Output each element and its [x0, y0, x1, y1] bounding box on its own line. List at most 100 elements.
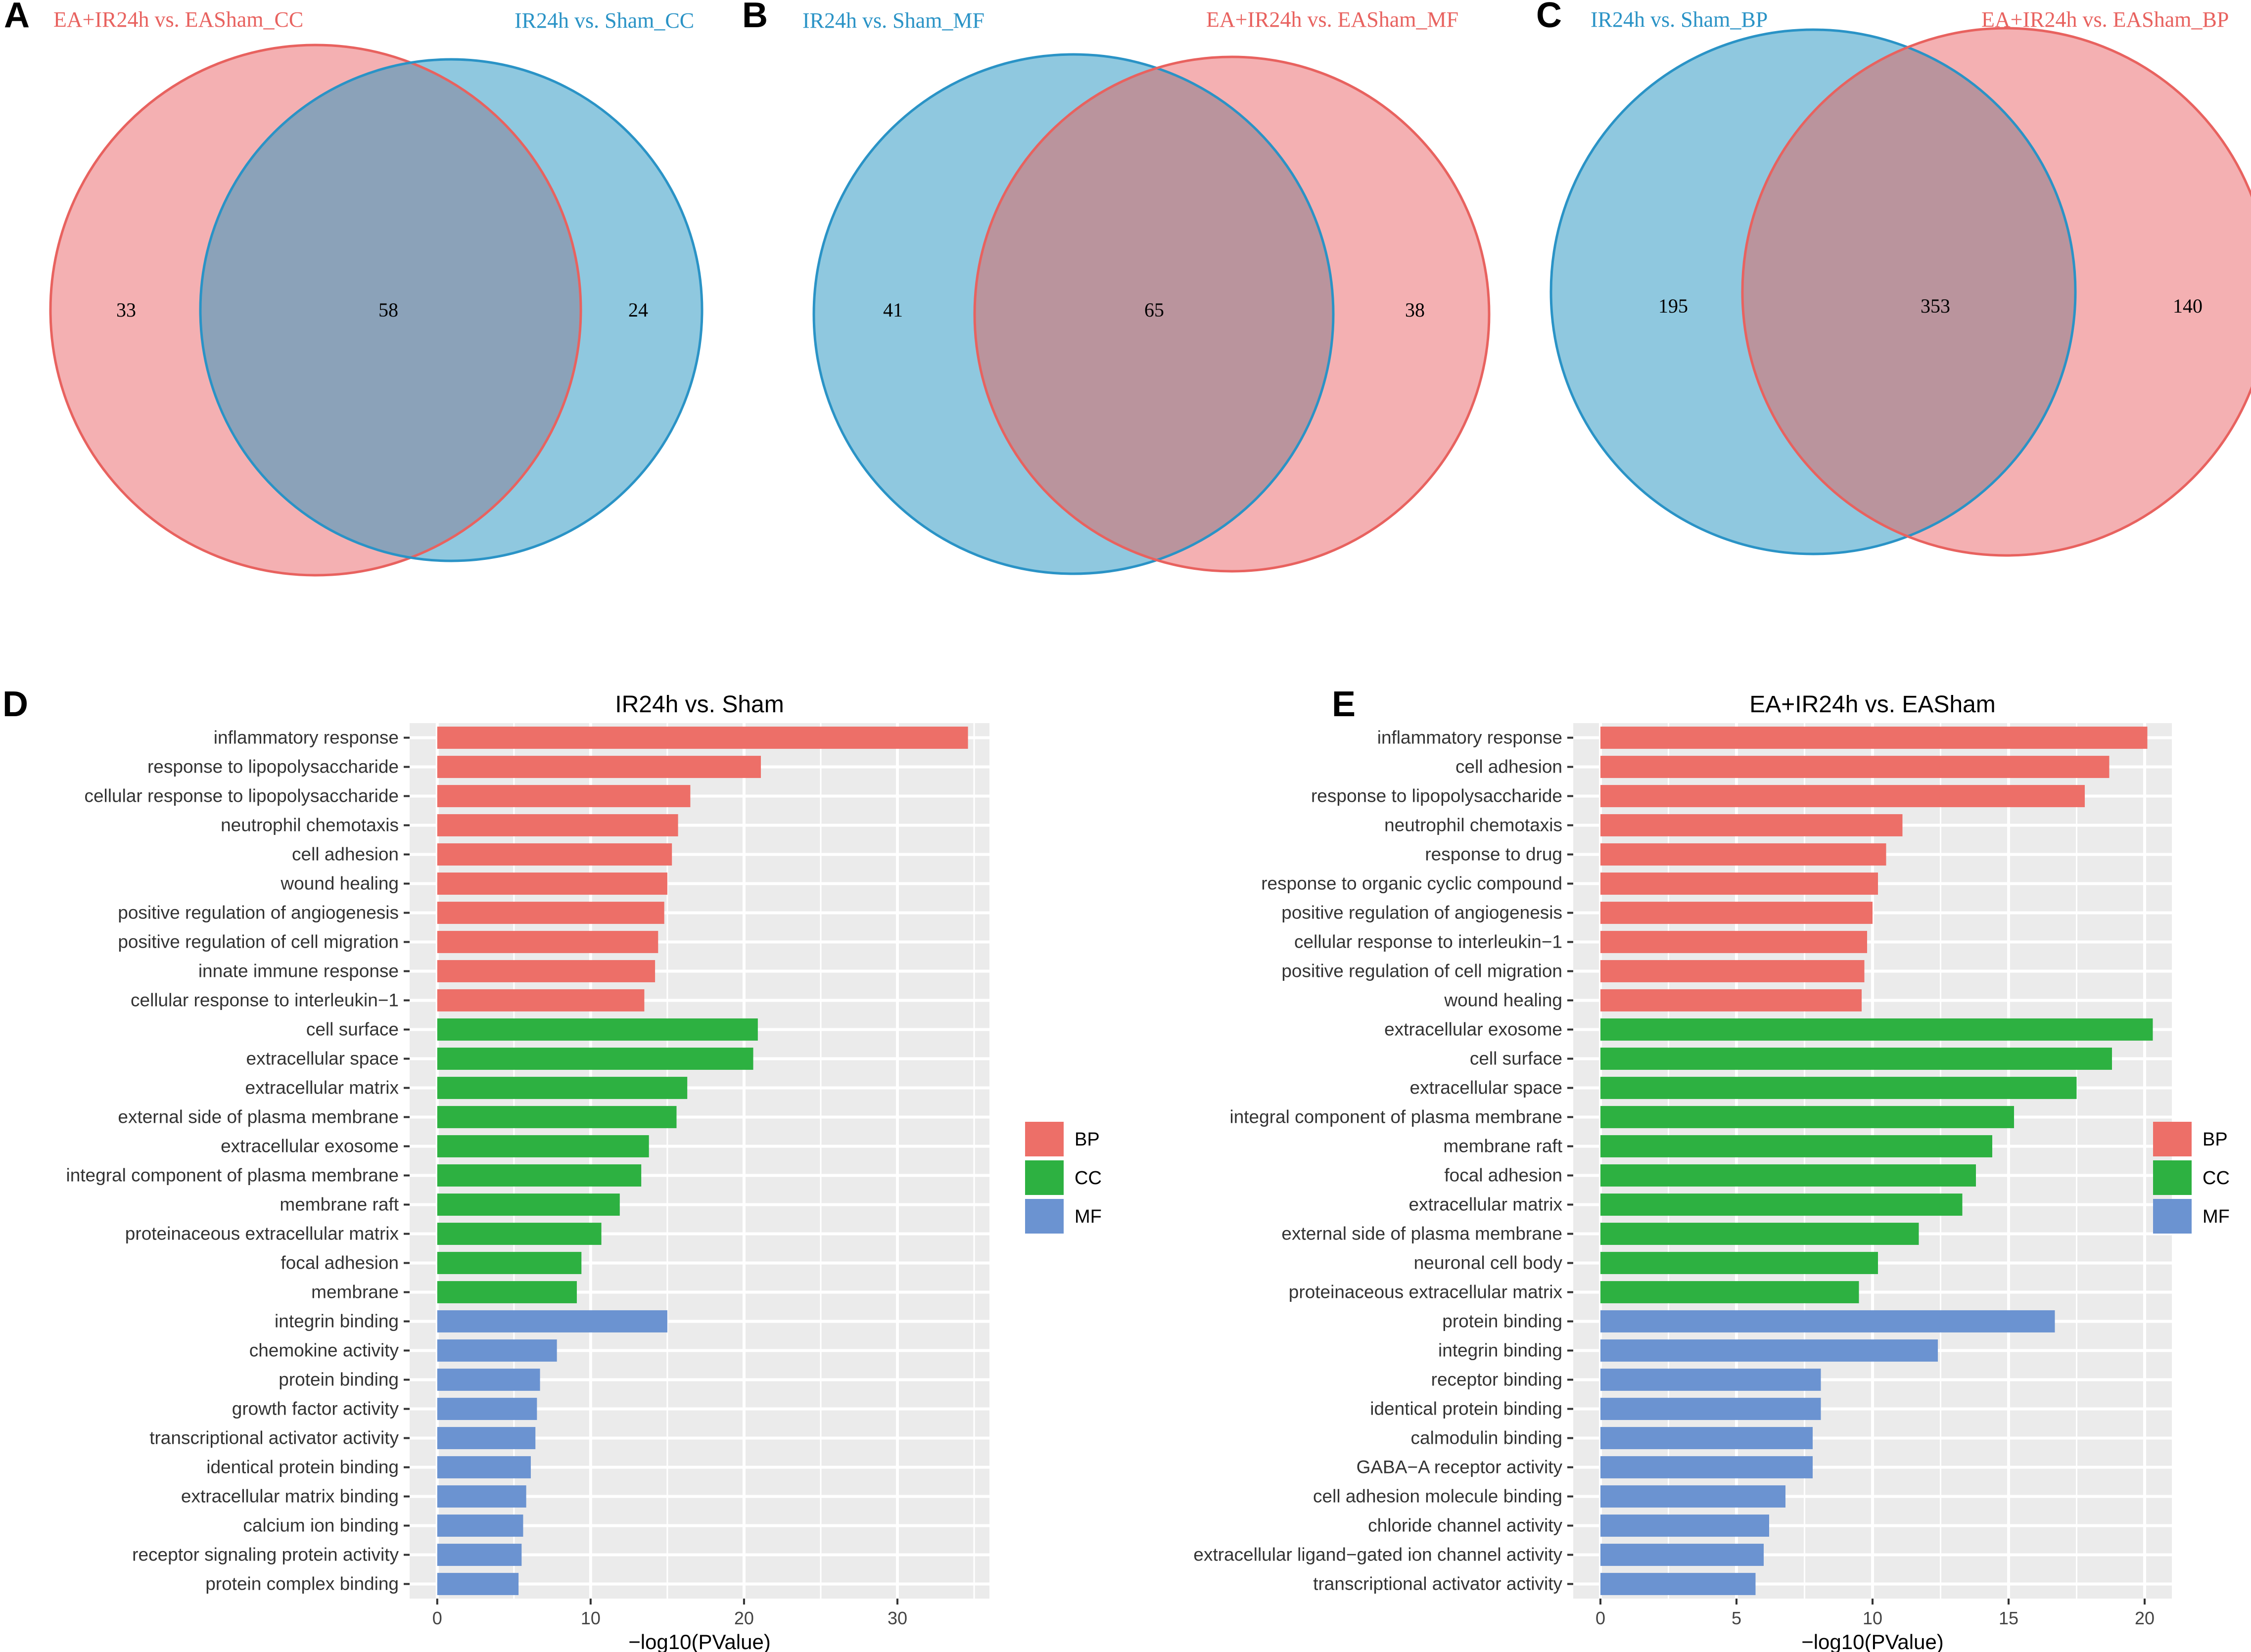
category-label: neutrophil chemotaxis: [1384, 815, 1562, 835]
category-label: positive regulation of angiogenesis: [1281, 903, 1562, 923]
category-label: extracellular matrix: [1409, 1194, 1563, 1215]
category-label: integrin binding: [275, 1311, 399, 1331]
venn-panel-a: A EA+IR24h vs. EASham_CC IR24h vs. Sham_…: [4, 0, 703, 577]
bar: [1600, 1164, 1976, 1187]
bar: [1600, 1223, 1919, 1245]
bar: [437, 1339, 557, 1362]
bar: [1600, 1310, 2055, 1332]
category-label: identical protein binding: [1370, 1399, 1562, 1419]
legend-label-bp: BP: [1075, 1129, 1100, 1150]
x-tick-label: 15: [1999, 1608, 2018, 1628]
category-label: cell surface: [306, 1019, 399, 1040]
venn-panel-b: B IR24h vs. Sham_MF EA+IR24h vs. EASham_…: [742, 0, 1491, 575]
category-label: neutrophil chemotaxis: [221, 815, 399, 835]
x-tick-label: 10: [1863, 1608, 1882, 1628]
venn-set-label-c-left: IR24h vs. Sham_BP: [1591, 7, 1768, 32]
venn-set-label-b-left: IR24h vs. Sham_MF: [802, 8, 985, 33]
venn-count-a-overlap: 58: [378, 299, 398, 321]
category-label: receptor binding: [1431, 1370, 1562, 1390]
bar: [437, 872, 667, 895]
bar: [437, 1106, 677, 1128]
bar: [437, 1048, 753, 1070]
category-label: response to lipopolysaccharide: [1311, 786, 1562, 806]
bar: [437, 814, 678, 836]
venn-count-b-right: 38: [1405, 299, 1425, 321]
bar: [1600, 1135, 1992, 1157]
bar: [437, 1310, 667, 1332]
bar: [1600, 989, 1862, 1011]
bar: [437, 1135, 649, 1157]
category-label: extracellular exosome: [221, 1136, 399, 1156]
bar: [1600, 1398, 1821, 1420]
category-label: extracellular space: [1410, 1078, 1562, 1098]
venn-outline-a-right: [199, 58, 703, 562]
venn-set-label-c-right: EA+IR24h vs. EASham_BP: [1981, 7, 2229, 32]
legend-label-cc: CC: [2203, 1168, 2230, 1189]
category-label: membrane raft: [280, 1194, 399, 1215]
bar: [1600, 931, 1867, 953]
legend-swatch-mf: [2153, 1199, 2192, 1234]
category-label: protein binding: [1442, 1311, 1562, 1331]
chart-title: IR24h vs. Sham: [615, 691, 784, 718]
panel-letter-b: B: [742, 0, 768, 35]
bar: [437, 1573, 519, 1595]
category-label: transcriptional activator activity: [1313, 1574, 1562, 1594]
venn-set-label-a-right: IR24h vs. Sham_CC: [515, 8, 694, 33]
x-tick-label: 20: [734, 1608, 754, 1628]
bar: [437, 756, 761, 778]
bar: [437, 931, 658, 953]
category-label: identical protein binding: [206, 1457, 399, 1477]
category-label: positive regulation of cell migration: [118, 932, 399, 952]
venn-count-c-overlap: 353: [1921, 295, 1950, 317]
x-tick-label: 0: [432, 1608, 442, 1628]
category-label: cellular response to interleukin−1: [131, 990, 399, 1010]
legend-swatch-cc: [2153, 1160, 2192, 1195]
bar: [1600, 1573, 1756, 1595]
x-tick-label: 30: [888, 1608, 907, 1628]
category-label: extracellular exosome: [1384, 1019, 1562, 1040]
bar-chart-e: E 0 5 10 15 20 inflammatory response cell adhe…: [1193, 685, 2230, 1652]
category-label: response to lipopolysaccharide: [147, 757, 399, 777]
category-label: calmodulin binding: [1411, 1428, 1562, 1448]
legend-label-bp: BP: [2203, 1129, 2228, 1150]
legend-swatch-bp: [2153, 1122, 2192, 1156]
bar: [1600, 814, 1903, 836]
bar: [437, 1398, 537, 1420]
category-label: positive regulation of angiogenesis: [118, 903, 399, 923]
bar: [437, 727, 968, 749]
category-label: response to drug: [1425, 844, 1562, 865]
category-label: chloride channel activity: [1368, 1515, 1562, 1536]
category-label: neuronal cell body: [1414, 1253, 1563, 1273]
category-label: positive regulation of cell migration: [1281, 961, 1562, 981]
category-label: receptor signaling protein activity: [132, 1545, 399, 1565]
bar: [1600, 1077, 2077, 1099]
category-label: integral component of plasma membrane: [1229, 1107, 1562, 1127]
venn-set-label-b-right: EA+IR24h vs. EASham_MF: [1206, 7, 1458, 32]
bar: [437, 1193, 620, 1216]
x-tick-label: 5: [1732, 1608, 1741, 1628]
category-label: transcriptional activator activity: [149, 1428, 399, 1448]
bar: [1600, 1048, 2112, 1070]
category-label: wound healing: [1444, 990, 1562, 1010]
bar: [437, 1456, 531, 1478]
venn-count-b-overlap: 65: [1144, 299, 1164, 321]
bar: [437, 960, 656, 982]
x-axis-title: −log10(PValue): [1801, 1630, 1944, 1652]
panel-letter-e: E: [1332, 685, 1356, 724]
bar: [437, 989, 645, 1011]
bar: [1600, 1106, 2014, 1128]
bar: [1600, 872, 1878, 895]
x-axis-title: −log10(PValue): [628, 1630, 771, 1652]
bar: [1600, 1281, 1859, 1303]
bar: [1600, 960, 1865, 982]
venn-outline-b-left: [812, 53, 1335, 575]
bar: [437, 1164, 642, 1187]
legend-swatch-mf: [1025, 1199, 1064, 1234]
venn-outline-c-right: [1741, 27, 2251, 557]
bar: [1600, 1193, 1963, 1216]
category-label: protein complex binding: [205, 1574, 399, 1594]
category-label: cellular response to interleukin−1: [1294, 932, 1562, 952]
category-label: cell adhesion molecule binding: [1313, 1486, 1562, 1507]
legend-swatch-cc: [1025, 1160, 1064, 1195]
category-label: cell adhesion: [1455, 757, 1562, 777]
